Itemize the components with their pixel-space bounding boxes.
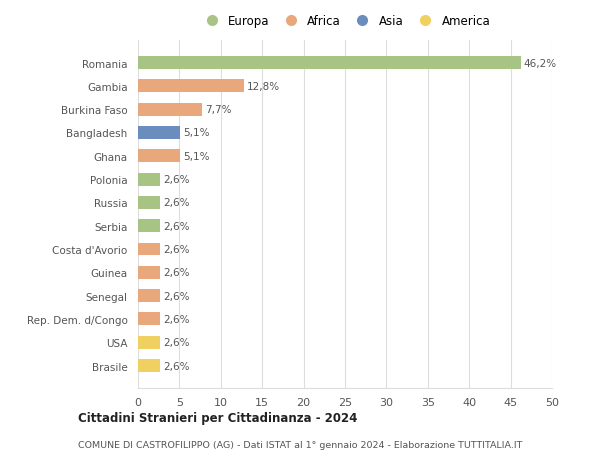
Text: 2,6%: 2,6%: [163, 337, 190, 347]
Text: Cittadini Stranieri per Cittadinanza - 2024: Cittadini Stranieri per Cittadinanza - 2…: [78, 412, 358, 425]
Bar: [138, 57, 521, 70]
Text: 2,6%: 2,6%: [163, 245, 190, 254]
Bar: [138, 243, 160, 256]
Text: 2,6%: 2,6%: [163, 314, 190, 324]
Bar: [138, 290, 160, 302]
Text: 2,6%: 2,6%: [163, 361, 190, 371]
Text: 5,1%: 5,1%: [184, 151, 210, 162]
Bar: [138, 220, 160, 233]
Text: 2,6%: 2,6%: [163, 268, 190, 278]
Bar: [138, 150, 180, 163]
Legend: Europa, Africa, Asia, America: Europa, Africa, Asia, America: [197, 12, 493, 30]
Text: 2,6%: 2,6%: [163, 198, 190, 208]
Bar: [138, 266, 160, 279]
Bar: [138, 196, 160, 209]
Bar: [138, 359, 160, 372]
Bar: [138, 80, 244, 93]
Bar: [138, 127, 180, 140]
Text: 2,6%: 2,6%: [163, 291, 190, 301]
Bar: [138, 313, 160, 325]
Text: 12,8%: 12,8%: [247, 82, 280, 92]
Text: 7,7%: 7,7%: [205, 105, 232, 115]
Text: 46,2%: 46,2%: [524, 58, 557, 68]
Bar: [138, 336, 160, 349]
Text: 5,1%: 5,1%: [184, 128, 210, 138]
Text: 2,6%: 2,6%: [163, 175, 190, 185]
Text: COMUNE DI CASTROFILIPPO (AG) - Dati ISTAT al 1° gennaio 2024 - Elaborazione TUTT: COMUNE DI CASTROFILIPPO (AG) - Dati ISTA…: [78, 440, 523, 449]
Text: 2,6%: 2,6%: [163, 221, 190, 231]
Bar: [138, 174, 160, 186]
Bar: [138, 104, 202, 116]
